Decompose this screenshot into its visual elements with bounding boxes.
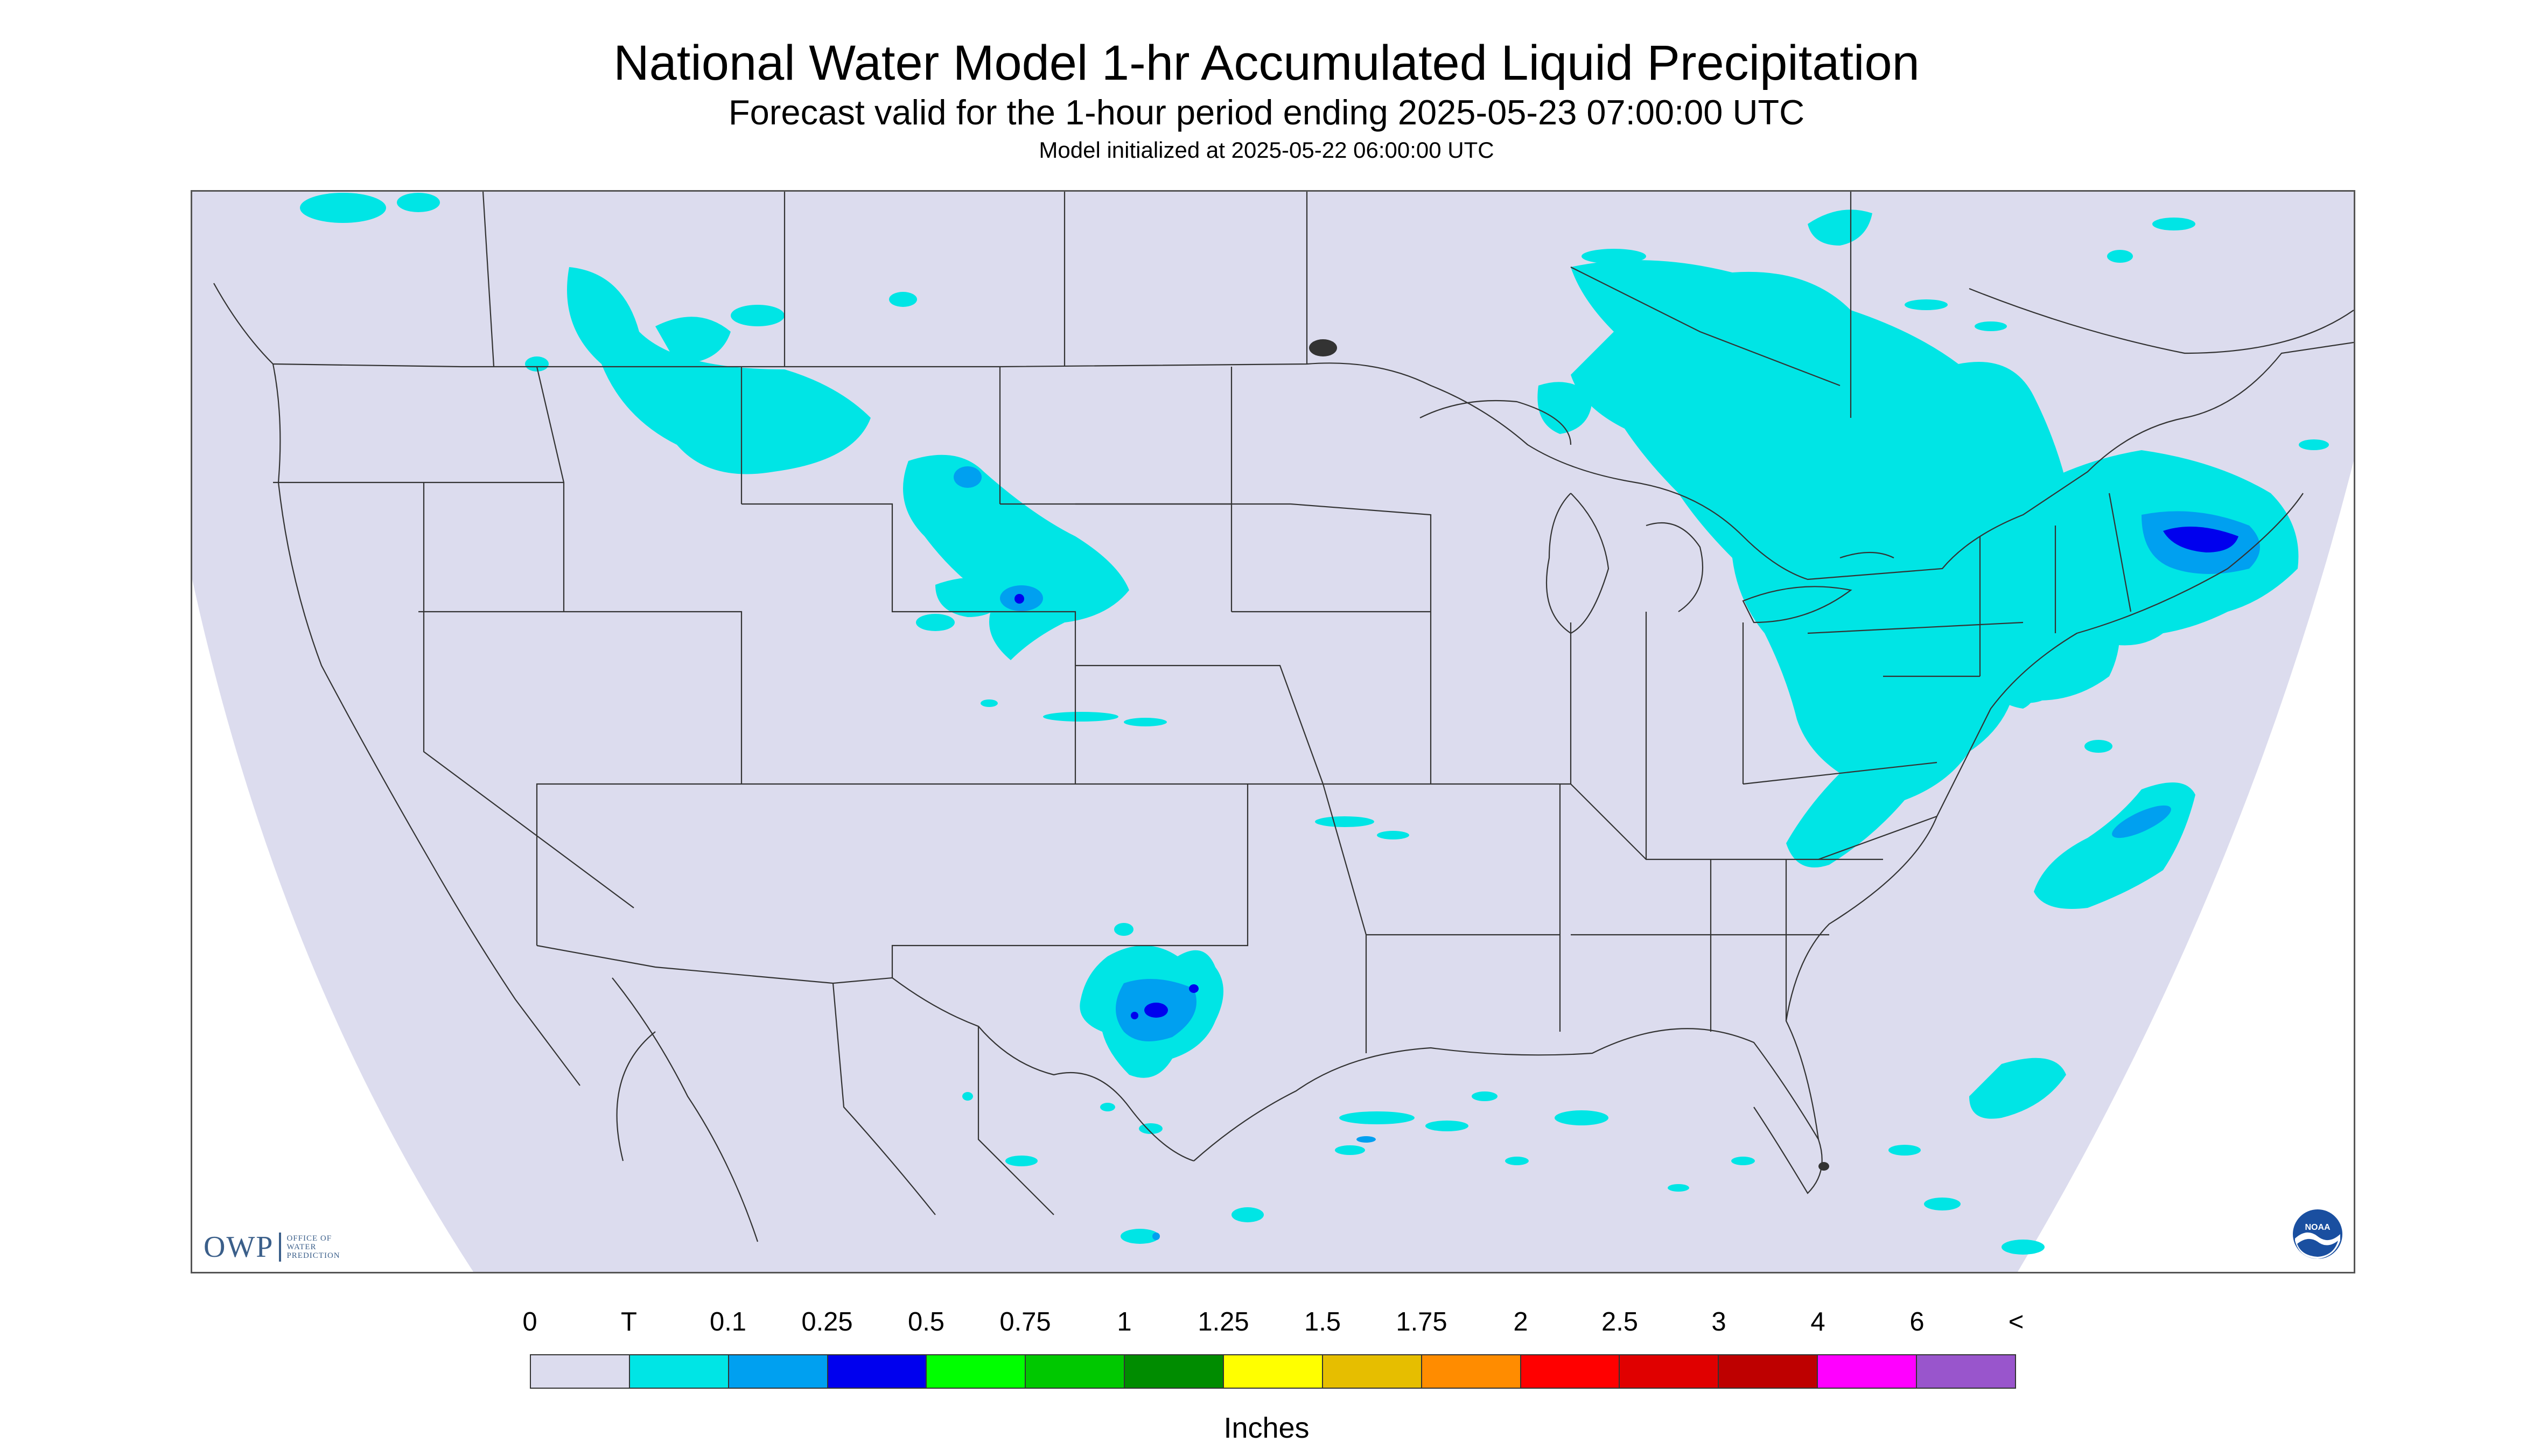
map-title: National Water Model 1-hr Accumulated Li… [613,36,1920,90]
precip-area-caribbean [1888,1058,2066,1255]
legend-tick-label: 4 [1810,1307,1825,1336]
legend-swatch [1125,1355,1224,1388]
legend-swatch [828,1355,927,1388]
precip-peak-nebraska [1014,594,1024,604]
legend-swatch [1521,1355,1620,1388]
precip-area-mexico [962,1092,1264,1244]
legend-unit-label: Inches [1223,1412,1310,1444]
owp-logo-line: WATER [286,1243,317,1251]
owp-logo-line: OFFICE OF [286,1234,332,1243]
legend-tick-label: 0 [522,1307,537,1336]
canada-us-border [272,341,2354,580]
legend-swatch [629,1355,729,1388]
state-line-central [1000,367,1571,1053]
state-line-western-1 [273,366,743,946]
precip-area-gulf [1335,1091,1755,1192]
legend-swatch [1917,1355,2015,1388]
owp-logo-mark: OWP [204,1230,274,1264]
precip-peak-new-england [2163,527,2238,552]
legend-tick-label: < [2008,1307,2024,1336]
canada-provinces [482,192,2354,418]
atlantic-coastline [1785,493,2304,1140]
precip-area-kansas [981,699,1409,839]
legend-swatch [1620,1355,1719,1388]
precip-core-gulf [1356,1136,1376,1143]
legend-tick-label: 6 [1909,1307,1925,1336]
noaa-seal-icon: NOAA [2292,1208,2343,1260]
precip-core-mexico [1152,1233,1160,1240]
legend-swatch [531,1355,630,1388]
legend-swatch [1026,1355,1125,1388]
owp-logo-line: PREDICTION [286,1251,340,1260]
map-canvas [192,192,2354,1272]
gulf-coastline [1193,1028,1823,1194]
legend-tick-label: 0.75 [999,1307,1051,1336]
precip-area-northern-rockies [300,193,917,474]
legend-swatch [927,1355,1026,1388]
legend-tick-label: 1 [1117,1307,1132,1336]
legend-swatch [1422,1355,1521,1388]
owp-logo-divider [279,1233,282,1262]
legend-swatch [1818,1355,1918,1388]
inland-lakes [1309,339,1829,1171]
legend-tick-label: 0.5 [907,1307,945,1336]
precip-area-nebraska [903,454,1129,660]
precip-peak-texas [1131,984,1199,1019]
legend-swatch [1224,1355,1323,1388]
legend-tick-label: 0.1 [709,1307,747,1336]
us-mexico-border [536,944,1194,1162]
mexico-states [612,977,1054,1242]
legend-swatch [1719,1355,1818,1388]
legend-tick-label: 1.5 [1304,1307,1341,1336]
owp-logo-text: OFFICE OF WATER PREDICTION [286,1234,340,1260]
precipitation-layer [300,193,2329,1255]
legend-tick-label: 3 [1711,1307,1726,1336]
model-domain [192,192,2354,1272]
political-boundaries [213,192,2354,1242]
model-init-line: Model initialized at 2025-05-22 06:00:00… [1039,137,1494,163]
legend-tick-label: T [621,1307,637,1336]
legend-swatch [729,1355,828,1388]
state-line-eastern [1570,493,2132,1032]
legend-labels: 0 T 0.1 0.25 0.5 0.75 1 1.25 1.5 1.75 2 2.5 3 4 6 < [522,1306,2024,1339]
legend-tick-label: 1.25 [1198,1307,1249,1336]
map-subtitle: Forecast valid for the 1-hour period end… [728,93,1805,132]
owp-logo: OWP OFFICE OF WATER PREDICTION [204,1230,340,1264]
legend-tick-label: 2 [1513,1307,1528,1336]
precip-core-atlantic [2112,805,2171,838]
legend-tick-label: 1.75 [1396,1307,1447,1336]
legend-color-bar [530,1354,2016,1389]
legend-tick-label: 0.25 [801,1307,853,1336]
legend-swatch [1323,1355,1422,1388]
state-line-western-2 [740,367,1249,978]
precipitation-map [191,190,2355,1273]
legend-tick-label: 2.5 [1601,1307,1639,1336]
noaa-logo-text: NOAA [2305,1223,2331,1232]
precip-area-great-lakes [1537,209,2120,868]
pacific-coastline [213,283,580,1086]
